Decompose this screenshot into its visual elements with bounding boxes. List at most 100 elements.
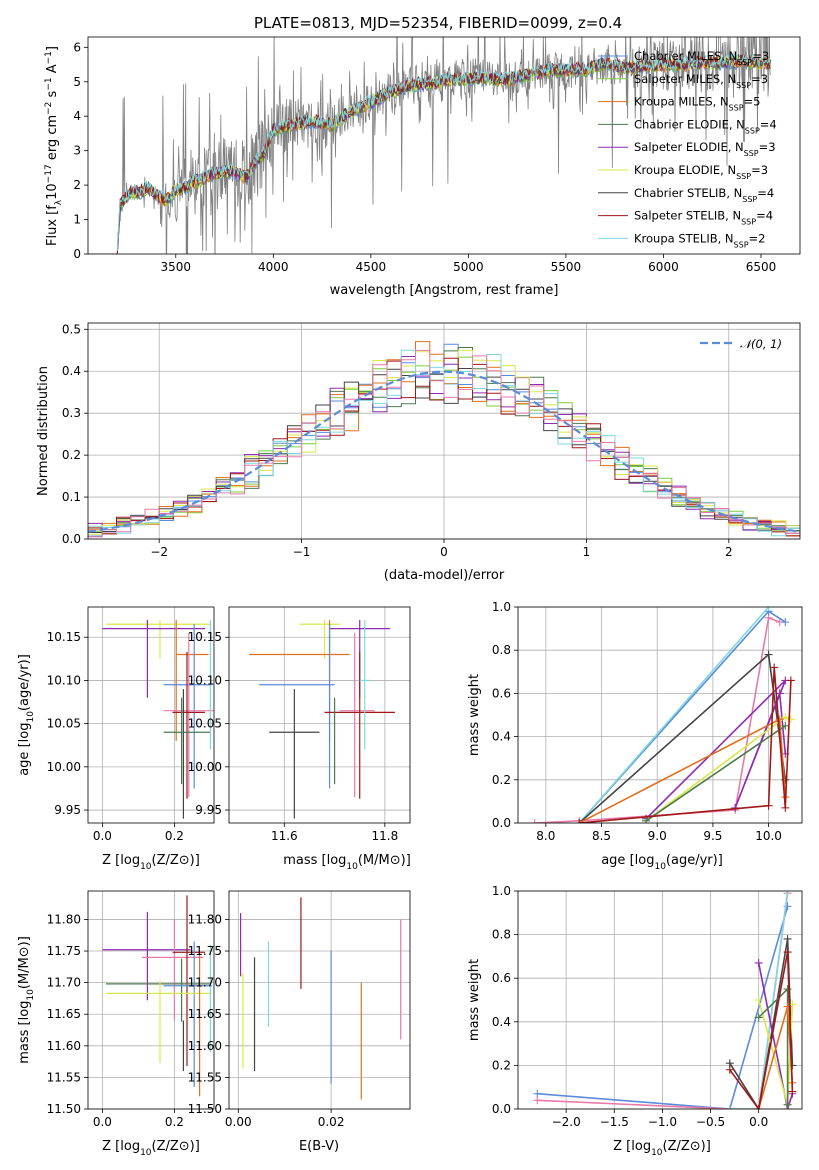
legend-entry: Salpeter STELIB, NSSP=4 [634,209,773,227]
x-tick-label: 9.0 [648,829,667,843]
y-tick-label: 6 [73,40,81,54]
y-tick-label: 9.95 [54,803,81,817]
axes-frame [228,890,411,1110]
errorbar-point [172,651,205,799]
mass-weight-marker [781,803,790,812]
y-tick-label: 10.10 [47,673,81,687]
mass-weight-marker [754,1105,763,1109]
y-axis-label: Normed distribution [36,366,51,496]
plot-area [102,895,213,1097]
spectrum-panel: 3500 4000 4500 5000 5500 6000 6500 0 1 2 3 4 5 6 Chabr… [44,36,801,298]
figure-title: PLATE=0813, MJD=52354, FIBERID=0099, z=0… [254,14,622,32]
mass-weight-marker [783,985,792,994]
y-tick-label: 0.5 [62,322,81,336]
y-tick-label: 0.2 [492,773,511,787]
mass-weight-marker [781,618,790,627]
mass-weight-line [729,891,789,1109]
y-tick-label: 11.65 [47,1007,81,1021]
mass-weight-marker [786,676,795,685]
mass-vs-ebv-panel: 0.00 0.02 11.50 11.55 11.60 11.65 11.70 11.75 11… [188,890,411,1154]
y-tick-label: 0.3 [62,406,81,420]
x-tick-label: 0.00 [225,1115,252,1129]
x-tick-label: 9.5 [703,829,722,843]
plot-area [88,37,772,254]
mass-weight-marker [783,948,792,957]
axes-frame [87,890,215,1110]
residual-legend: 𝒩(0, 1) [700,337,782,351]
y-tick-label: 5 [73,75,81,89]
x-tick-label: −1.0 [648,1115,677,1129]
y-tick-label: 11.75 [188,944,222,958]
massweight-vs-metallicity-panel: −2.0 −1.5 −1.0 −0.5 0.0 0.0 0.2 0.4 0.6 0.8 1.0 mas… [467,884,803,1158]
mass-weight-line [578,607,770,823]
axes-frame [87,322,801,540]
legend-entry: Salpeter ELODIE, NSSP=3 [634,140,776,158]
x-tick-label: −2 [150,545,168,559]
x-axis-label: Z [log10(Z/Z⊙)] [102,853,200,872]
y-tick-label: 0.8 [492,928,511,942]
mass-weight-marker [764,801,773,810]
legend-entry: Chabrier STELIB, NSSP=4 [634,186,774,204]
y-tick-label: 11.80 [188,912,222,926]
mass-vs-metallicity-panel: 0.0 0.2 11.50 11.55 11.60 11.65 11.70 11.75 11.8… [17,890,215,1158]
model-spectrum-line [116,53,772,251]
errorbar-point [324,651,395,799]
x-axis-label: E(B-V) [299,1139,339,1154]
y-tick-label: 0.0 [492,816,511,830]
plot-area [102,619,214,819]
errorbar-point [163,624,213,789]
y-tick-label: 0.4 [62,364,81,378]
legend-entry: Salpeter MILES, NSSP=3 [634,72,768,90]
plot-area [249,619,395,819]
normal-reference-curve [88,370,800,533]
mass-weight-marker [533,1096,542,1105]
x-axis-label: age [log10(age/yr)] [601,853,723,872]
y-axis-label: mass weight [467,959,482,1041]
x-tick-label: 0.0 [93,829,112,843]
mass-weight-marker [725,1065,734,1074]
mass-weight-line [729,951,794,1109]
mass-weight-marker [775,715,784,724]
y-tick-label: 0.2 [492,1058,511,1072]
mass-weight-line [757,962,794,1109]
x-axis-label: wavelength [Angstrom, rest frame] [330,283,559,298]
y-tick-label: 11.70 [47,976,81,990]
x-tick-label: 11.6 [271,829,298,843]
axes-frame [87,36,801,255]
age-vs-mass-panel: 11.6 11.8 9.95 10.00 10.05 10.10 10.15 mass [lo… [188,606,411,872]
x-tick-label: 10.0 [755,829,782,843]
y-tick-label: 11.55 [188,1070,222,1084]
mass-weight-line [645,725,786,822]
x-tick-label: 8.0 [536,829,555,843]
residuals-panel: −2 −1 0 1 2 0.0 0.1 0.2 0.3 0.4 0.5 𝒩(0, 1) (data-mo… [36,322,801,583]
y-tick-label: 0.6 [492,971,511,985]
x-tick-label: 11.8 [372,829,399,843]
y-tick-label: 10.00 [188,760,222,774]
y-tick-label: 11.75 [47,944,81,958]
x-tick-label: 6500 [746,260,777,274]
age-vs-metallicity-panel: 0.0 0.2 9.95 10.00 10.05 10.10 10.15 Z [log10(Z… [17,606,215,872]
y-tick-label: 0.4 [492,1015,511,1029]
legend-entry: Chabrier MILES, NSSP=3 [634,49,769,67]
x-tick-label: 4000 [258,260,289,274]
legend-entry: Chabrier ELODIE, NSSP=4 [634,117,777,135]
spectrum-legend: Chabrier MILES, NSSP=3 Salpeter MILES, NS… [598,49,777,249]
x-tick-label: 0.02 [318,1115,345,1129]
massweight-vs-age-panel: 8.0 8.5 9.0 9.5 10.0 0.0 0.2 0.4 0.6 0.8 1.0 mass w… [467,600,803,872]
x-tick-label: 0 [440,545,448,559]
mass-weight-marker [754,1013,763,1022]
y-axis-label: age [log10(age/yr)] [17,654,36,776]
y-tick-label: 11.80 [47,912,81,926]
y-tick-label: 10.15 [47,630,81,644]
y-axis-label: Flux [fλ10−17 erg cm−2 s−1 A−1] [44,46,64,246]
errorbar-point [269,689,320,819]
x-tick-label: 0.0 [749,1115,768,1129]
plot-area [88,341,800,538]
y-tick-label: 0.0 [62,532,81,546]
mass-weight-marker [783,1100,792,1109]
x-tick-label: −2.0 [552,1115,581,1129]
errorbar-point [163,941,213,1087]
errorbar-point [299,619,340,659]
errorbar-point [106,619,211,659]
